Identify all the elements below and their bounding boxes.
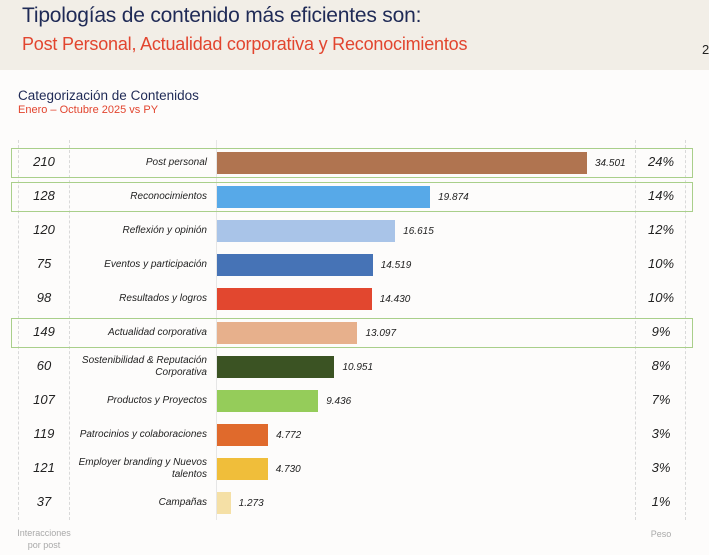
interactions-value: 75 (36, 256, 52, 271)
table-row: 121 Employer branding y Nuevos talentos 4.… (0, 452, 709, 486)
bar (217, 254, 373, 276)
bar (217, 186, 431, 208)
interactions-value: 98 (36, 290, 52, 305)
slide-title: Tipologías de contenido más eficientes s… (22, 4, 422, 27)
slide-subtitle: Post Personal, Actualidad corporativa y … (22, 34, 468, 54)
bar (217, 424, 269, 446)
highlight-box (11, 318, 693, 348)
bar-value-label: 13.097 (365, 328, 397, 339)
peso-value: 3% (651, 460, 671, 475)
peso-value: 1% (651, 494, 671, 509)
chart-title: Categorización de Contenidos (18, 88, 199, 103)
category-label: Sostenibilidad & Reputación Corporativa (81, 355, 207, 378)
category-label: Actualidad corporativa (108, 327, 207, 338)
highlight-box (11, 182, 693, 212)
category-label: Reconocimientos (130, 191, 207, 202)
bar-axis-line (216, 140, 217, 520)
bar-value-label: 34.501 (595, 158, 626, 169)
bar-value-label: 14.519 (380, 260, 412, 271)
right-column-divider (635, 140, 636, 520)
category-label: Reflexión y opinión (122, 225, 208, 236)
table-row: 98 Resultados y logros 14.430 10% (0, 282, 709, 316)
right-column-divider (685, 140, 686, 520)
peso-value: 10% (647, 256, 675, 271)
category-label: Employer branding y Nuevos talentos (78, 457, 207, 480)
interactions-value: 149 (33, 324, 55, 339)
peso-value: 3% (651, 426, 671, 441)
table-row: 37 Campañas 1.273 1% (0, 486, 709, 520)
peso-value: 14% (647, 188, 675, 203)
bar-value-label: 14.430 (379, 294, 411, 305)
category-label: Post personal (145, 157, 207, 168)
bar (217, 288, 372, 310)
page-number: 2 (702, 42, 709, 57)
bar (217, 390, 319, 412)
bar-value-label: 4.772 (276, 430, 302, 441)
peso-value: 8% (651, 358, 671, 373)
header-band: Tipologías de contenido más eficientes s… (0, 0, 709, 70)
category-label: Patrocinios y colaboraciones (79, 429, 207, 440)
bar (217, 492, 231, 514)
left-column-divider (18, 140, 19, 520)
bar-value-label: 9.436 (326, 396, 352, 407)
category-label: Eventos y participación (104, 259, 207, 270)
peso-value: 7% (651, 392, 671, 407)
highlight-box (11, 148, 693, 178)
peso-value: 12% (647, 222, 675, 237)
interactions-value: 119 (33, 426, 55, 441)
chart-subtitle: Enero – Octubre 2025 vs PY (18, 104, 159, 116)
bar-value-label: 4.730 (275, 464, 301, 475)
interactions-value: 210 (33, 154, 55, 169)
category-label: Resultados y logros (119, 293, 207, 304)
interactions-value: 37 (36, 494, 52, 509)
interactions-value: 120 (33, 222, 55, 237)
table-row: 210 Post personal 34.501 24% (0, 146, 709, 180)
bar (217, 152, 587, 174)
peso-value: 10% (647, 290, 675, 305)
table-row: 128 Reconocimientos 19.874 14% (0, 180, 709, 214)
table-row: 149 Actualidad corporativa 13.097 9% (0, 316, 709, 350)
interactions-value: 60 (36, 358, 52, 373)
interactions-value: 121 (33, 460, 55, 475)
bar-value-label: 1.273 (238, 498, 264, 509)
right-column-label: Peso (650, 529, 672, 539)
left-column-label: Interacciones por post (17, 528, 71, 550)
interactions-value: 128 (33, 188, 55, 203)
bar (217, 356, 335, 378)
table-row: 60 Sostenibilidad & Reputación Corporativ… (0, 350, 709, 384)
bar (217, 220, 396, 242)
bar-value-label: 10.951 (342, 362, 374, 373)
table-row: 107 Productos y Proyectos 9.436 7% (0, 384, 709, 418)
table-row: 120 Reflexión y opinión 16.615 12% (0, 214, 709, 248)
category-label: Campañas (158, 497, 207, 508)
table-row: 75 Eventos y participación 14.519 10% (0, 248, 709, 282)
interactions-value: 107 (33, 392, 55, 407)
category-label: Productos y Proyectos (106, 395, 207, 406)
left-column-divider (69, 140, 70, 520)
bar-value-label: 19.874 (438, 192, 469, 203)
peso-value: 24% (647, 154, 675, 169)
bar-value-label: 16.615 (403, 226, 434, 237)
bar (217, 322, 358, 344)
table-row: 119 Patrocinios y colaboraciones 4.772 3% (0, 418, 709, 452)
peso-value: 9% (651, 324, 671, 339)
bar (217, 458, 268, 480)
